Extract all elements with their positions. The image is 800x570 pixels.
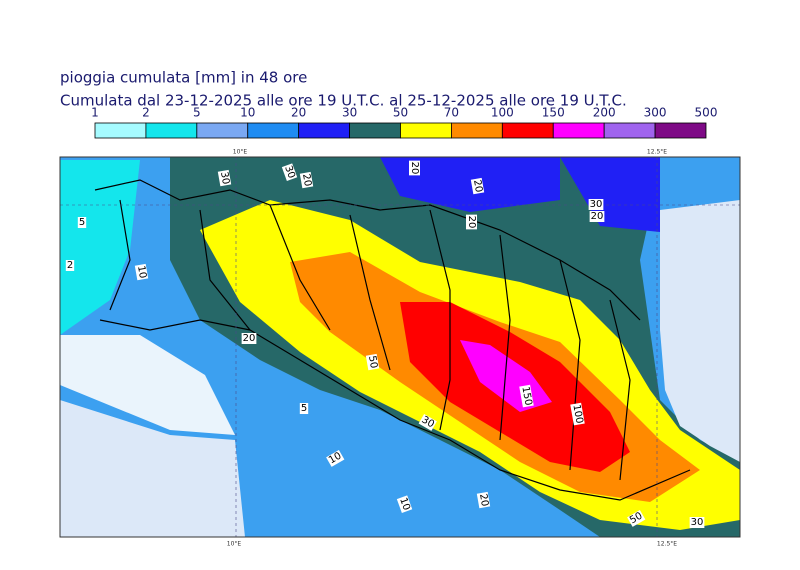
field-blue bbox=[560, 157, 660, 232]
contour-label: 20 bbox=[477, 493, 490, 507]
colorbar-label: 10 bbox=[240, 106, 255, 120]
colorbar-segment bbox=[451, 122, 503, 139]
colorbar-label: 50 bbox=[393, 106, 408, 120]
contour-label-bg bbox=[570, 402, 585, 426]
lon-label: 10°E bbox=[227, 541, 242, 548]
contour-label: 150 bbox=[519, 386, 533, 407]
contour-label-bg bbox=[589, 211, 605, 222]
contour-label: 30 bbox=[218, 171, 231, 185]
lon-label: 10°E bbox=[233, 149, 248, 156]
colorbar-label: 30 bbox=[342, 106, 357, 120]
colorbar-segment bbox=[654, 122, 707, 139]
colorbar-label: 2 bbox=[142, 106, 150, 120]
contour-label: 10 bbox=[397, 496, 412, 512]
contour-label: 30 bbox=[590, 199, 603, 210]
contour-label: 30 bbox=[691, 517, 704, 528]
basin-boundaries bbox=[94, 179, 691, 501]
sea-tyrrhenian bbox=[60, 400, 245, 537]
colorbar-label: 70 bbox=[444, 106, 459, 120]
colorbar-segment bbox=[552, 122, 605, 139]
map-frame bbox=[59, 156, 741, 538]
map-subtitle: Cumulata dal 23-12-2025 alle ore 19 U.T.… bbox=[60, 92, 627, 110]
contour-label: 5 bbox=[301, 403, 307, 414]
colorbar-segment bbox=[400, 122, 452, 139]
lon-label: 12.5°E bbox=[647, 149, 667, 156]
contour-label: 100 bbox=[570, 404, 584, 425]
colorbar-label: 200 bbox=[593, 106, 616, 120]
contour-label-bg bbox=[217, 169, 232, 187]
contour-label: 5 bbox=[79, 217, 85, 228]
contour-label-bg bbox=[519, 384, 534, 408]
colorbar-segment bbox=[603, 122, 656, 139]
field-cyan bbox=[60, 160, 140, 335]
contour-label-bg bbox=[326, 449, 345, 467]
contour-label-bg bbox=[418, 413, 437, 431]
lon-label: 12.5°E bbox=[657, 541, 677, 548]
contour-label: 20 bbox=[591, 211, 604, 222]
colorbar-segment bbox=[349, 122, 401, 139]
colorbar-label: 500 bbox=[695, 106, 718, 120]
field-light bbox=[60, 335, 235, 435]
contour-label-bg bbox=[588, 199, 604, 210]
colorbar-label: 100 bbox=[491, 106, 514, 120]
sea-adriatic bbox=[660, 200, 740, 462]
contour-label: 20 bbox=[409, 162, 420, 175]
contour-label-bg bbox=[689, 517, 705, 528]
contour-label: 50 bbox=[366, 355, 379, 369]
contour-label: 20 bbox=[300, 173, 313, 187]
colorbar-segment bbox=[247, 122, 300, 139]
contour-label: 20 bbox=[466, 216, 477, 229]
contour-label-bg bbox=[77, 217, 87, 228]
contour-label-bg bbox=[476, 491, 491, 509]
contour-label-bg bbox=[627, 509, 646, 527]
colorbar-segment bbox=[196, 122, 249, 139]
contour-label: 20 bbox=[243, 333, 256, 344]
colorbar-label: 300 bbox=[644, 106, 667, 120]
colorbar-segment bbox=[298, 122, 350, 139]
contour-label: 20 bbox=[471, 179, 484, 193]
colorbar: 1 2 5 10 20 30 50 70 100 150 200 300 500 bbox=[91, 106, 717, 139]
colorbar-segment bbox=[501, 122, 554, 139]
contour-label-bg bbox=[470, 177, 485, 195]
colorbar-segment bbox=[94, 122, 147, 139]
contour-label-bg bbox=[365, 353, 380, 371]
contour-label-bg bbox=[134, 263, 149, 281]
contour-label-bg bbox=[65, 260, 75, 271]
contour-label-bg bbox=[241, 333, 257, 344]
colorbar-label: 1 bbox=[91, 106, 99, 120]
contour-label-bg bbox=[396, 495, 413, 513]
colorbar-label: 150 bbox=[542, 106, 565, 120]
contour-label-bg bbox=[281, 163, 298, 181]
map-title: pioggia cumulata [mm] in 48 ore bbox=[60, 69, 307, 87]
contour-label-bg bbox=[466, 214, 477, 230]
contour-label-bg bbox=[299, 171, 314, 189]
colorbar-label: 20 bbox=[291, 106, 306, 120]
contour-label: 30 bbox=[282, 164, 297, 180]
contour-label-bg bbox=[409, 160, 420, 176]
contour-label-bg bbox=[299, 403, 309, 414]
colorbar-label: 5 bbox=[193, 106, 201, 120]
colorbar-segment bbox=[145, 122, 198, 139]
graticule bbox=[60, 157, 740, 537]
contour-label: 2 bbox=[67, 260, 73, 271]
field-blue bbox=[380, 157, 560, 212]
contour-label: 10 bbox=[135, 265, 148, 279]
